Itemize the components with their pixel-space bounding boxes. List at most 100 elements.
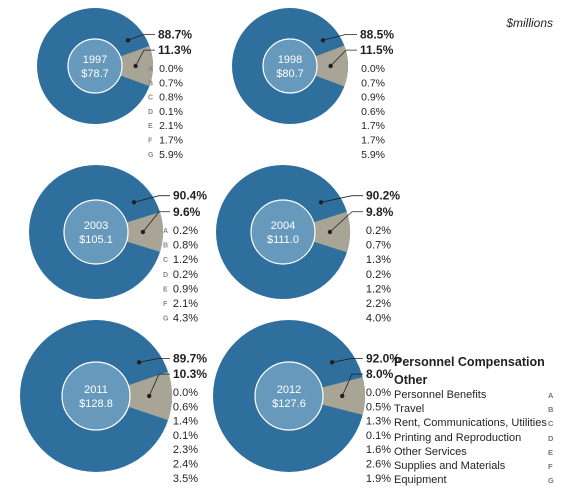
legend-letter-e: E — [548, 447, 554, 457]
breakdown-value: 0.2% — [366, 269, 391, 281]
breakdown-letter: F — [163, 301, 168, 308]
connector-line — [139, 357, 170, 363]
breakdown-value: 3.5% — [173, 473, 198, 485]
breakdown-value: 4.0% — [366, 313, 391, 325]
breakdown-value: 2.1% — [173, 298, 198, 310]
breakdown-letter: D — [163, 272, 168, 279]
total-label: $105.1 — [79, 234, 113, 246]
slice-other — [96, 212, 164, 252]
breakdown-value: 0.6% — [361, 106, 385, 118]
legend-letter-b: B — [548, 405, 554, 415]
breakdown-value: 2.2% — [366, 298, 391, 310]
breakdown-value: 0.8% — [159, 92, 183, 104]
pie-1997: 1997 $78.7 88.7% 11.3% 0.0% A 0.7% B 0.8% C 0.1% D2… — [37, 8, 192, 161]
legend-item-a: Personnel Benefits — [394, 389, 487, 401]
connector-line — [332, 357, 363, 363]
year-label: 2004 — [271, 220, 295, 232]
pie-2011: 2011 $128.8 89.7% 10.3% 0.0% 0.6% 1.4% 0.1% 2.3%… — [20, 320, 207, 485]
legend-letter-c: C — [548, 419, 554, 429]
breakdown-value: 2.1% — [159, 120, 183, 132]
breakdown-value: 1.3% — [366, 416, 391, 428]
legend-item-e: Other Services — [394, 445, 467, 458]
other-pct: 11.5% — [360, 43, 394, 57]
legend-item-f: Supplies and Materials — [394, 460, 506, 473]
breakdown-letter: A — [148, 66, 153, 73]
other-pct: 11.3% — [158, 43, 192, 57]
other-pct: 8.0% — [366, 367, 394, 381]
unit-label: $millions — [506, 16, 553, 30]
other-pct: 10.3% — [173, 367, 207, 381]
slice-other — [95, 45, 153, 87]
breakdown-value: 1.3% — [366, 254, 391, 266]
total-label: $127.6 — [272, 398, 306, 410]
connector-dot — [318, 200, 324, 205]
breakdown-value: 0.8% — [173, 240, 198, 252]
connector-line — [329, 211, 363, 233]
center-disc — [250, 199, 316, 265]
breakdown-value: 0.1% — [366, 430, 391, 442]
center-disc — [61, 361, 131, 431]
breakdown-value: 1.4% — [173, 416, 198, 428]
breakdown-value: 5.9% — [159, 149, 183, 161]
legend-letter-f: F — [548, 462, 553, 472]
legend-item-d: Printing and Reproduction — [394, 431, 522, 444]
total-label: $78.7 — [81, 68, 109, 80]
breakdown-value: 0.2% — [173, 225, 198, 237]
personnel-pct: 92.0% — [366, 351, 400, 365]
breakdown-letter: A — [163, 228, 168, 235]
breakdown-letter: E — [148, 123, 153, 130]
breakdown-value: 0.2% — [173, 269, 198, 281]
breakdown-letter: B — [148, 80, 153, 87]
slice-other — [96, 371, 173, 421]
breakdown-value: 5.9% — [361, 149, 385, 161]
breakdown-value: 0.1% — [173, 430, 198, 442]
personnel-pct: 89.7% — [173, 351, 207, 365]
breakdown-letter: G — [148, 152, 154, 159]
breakdown-letter: B — [163, 243, 168, 250]
breakdown-value: 0.0% — [159, 63, 183, 75]
legend-letters: A B C D E F G — [548, 389, 554, 488]
connector-line — [322, 33, 357, 41]
breakdown-value: 0.0% — [366, 387, 391, 399]
connector-line — [320, 195, 363, 203]
connector-line — [135, 49, 155, 67]
legend-letter-d: D — [548, 433, 554, 443]
total-label: $80.7 — [276, 68, 304, 80]
legend-main: Personnel Compensation Other — [394, 353, 545, 389]
legend-item-g: Equipment — [394, 474, 447, 487]
other-pct: 9.8% — [366, 205, 394, 219]
connector-line — [142, 211, 170, 233]
connector-line — [341, 373, 363, 397]
legend-item-c: Rent, Communications, Utilities — [394, 417, 547, 430]
personnel-pct: 88.7% — [158, 27, 192, 41]
legend-other: Other — [394, 373, 428, 387]
center-disc — [262, 38, 318, 94]
breakdown-letter: C — [163, 257, 168, 264]
pie-2004: 2004 $111.0 90.2% 9.8% 0.2% 0.7% 1.3% 0.2% 1.2% 2… — [216, 165, 400, 325]
total-label: $111.0 — [267, 234, 299, 246]
connector-dot — [320, 38, 326, 43]
breakdown-value: 0.0% — [173, 387, 198, 399]
year-label: 2012 — [277, 384, 301, 396]
breakdown-value: 2.6% — [366, 459, 391, 471]
legend-letter-a: A — [548, 391, 554, 400]
breakdown-value: 0.9% — [361, 92, 385, 104]
breakdown-value: 0.7% — [361, 77, 385, 89]
breakdown-value: 1.2% — [173, 254, 198, 266]
breakdown-value: 1.2% — [366, 283, 391, 295]
breakdown-value: 0.9% — [173, 283, 198, 295]
connector-line — [133, 195, 170, 203]
breakdown-value: 0.5% — [366, 401, 391, 413]
pie-2003: 2003 $105.1 90.4% 9.6% 0.2% A 0.8% B 1.2% C 0.2% D0… — [29, 165, 207, 325]
connector-line — [127, 33, 155, 41]
breakdown-value: 4.3% — [173, 313, 198, 325]
breakdown-letter: C — [148, 95, 153, 102]
breakdown-letter: D — [148, 109, 153, 116]
personnel-pct: 90.2% — [366, 189, 400, 203]
other-pct: 9.6% — [173, 205, 201, 219]
breakdown-value: 1.7% — [159, 135, 183, 147]
breakdown-value: 2.4% — [173, 459, 198, 471]
slice-other — [290, 45, 349, 87]
total-label: $128.8 — [79, 398, 113, 410]
